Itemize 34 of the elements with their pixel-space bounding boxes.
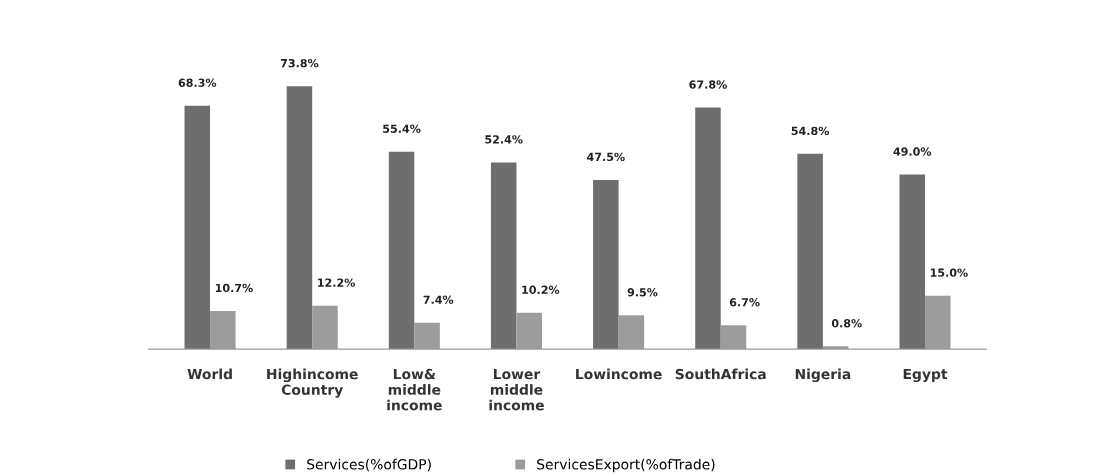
data-label: 54.8% — [791, 126, 830, 136]
x-tick-label: SouthAfrica — [675, 368, 766, 380]
data-label: 10.7% — [215, 283, 253, 293]
x-tick-label: Highincome Country — [267, 368, 358, 398]
data-label: 49.0% — [893, 147, 932, 156]
bar — [797, 153, 823, 350]
x-tick-label: Nigeria — [795, 368, 851, 383]
bar — [184, 105, 211, 350]
x-tick-label: Low& middle income — [387, 368, 442, 411]
data-label: 10.2% — [522, 285, 560, 294]
data-label: 7.4% — [423, 295, 454, 304]
data-label: 52.4% — [485, 135, 523, 144]
data-label: 68.3% — [178, 78, 217, 87]
data-label: 12.2% — [318, 278, 355, 287]
bar — [695, 107, 721, 350]
legend-label: ServicesExport(%ofTrade) — [537, 458, 715, 473]
x-tick-label: World — [187, 368, 232, 380]
data-label: 9.5% — [627, 288, 658, 297]
data-label: 67.8% — [689, 80, 727, 89]
data-label: 0.8% — [831, 319, 862, 328]
data-label: 47.5% — [587, 152, 625, 162]
legend-label: Services(%ofGDP) — [307, 458, 431, 472]
bar — [593, 179, 619, 350]
data-label: 15.0% — [930, 268, 968, 277]
bar — [388, 151, 415, 350]
x-tick-label: Egypt — [903, 368, 948, 383]
data-label: 73.8% — [280, 58, 319, 68]
bar — [286, 86, 313, 350]
bar — [490, 162, 517, 350]
bar — [899, 174, 926, 350]
data-label: 55.4% — [383, 124, 421, 133]
x-tick-label: Lower middle income — [489, 369, 544, 411]
data-label: 6.7% — [729, 298, 760, 307]
x-tick-label: Lowincome — [576, 368, 662, 380]
